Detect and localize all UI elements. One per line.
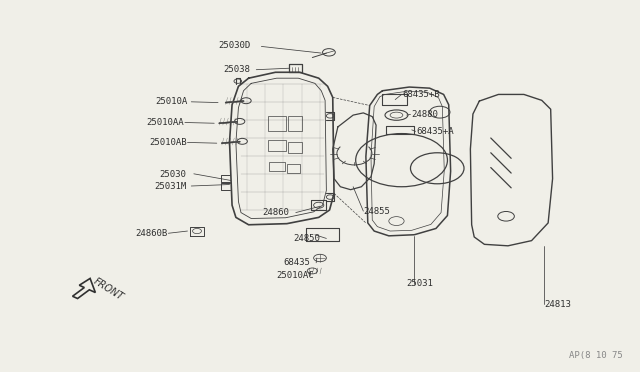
Bar [288, 142, 302, 153]
Text: 25010AB: 25010AB [149, 138, 187, 147]
Text: AP(8 10 75: AP(8 10 75 [569, 351, 623, 360]
Text: 68435+A: 68435+A [417, 127, 454, 136]
Text: 24860B: 24860B [135, 229, 168, 238]
Bar [268, 116, 285, 131]
Polygon shape [72, 278, 95, 299]
Text: 25038: 25038 [223, 65, 250, 74]
Bar [288, 116, 302, 131]
Text: 25010A: 25010A [156, 97, 188, 106]
Text: 68435: 68435 [283, 258, 310, 267]
Bar [268, 140, 285, 151]
Text: 25030: 25030 [159, 170, 186, 179]
Text: 24855: 24855 [364, 206, 390, 216]
Text: 25031: 25031 [406, 279, 433, 288]
Text: 25010AC: 25010AC [276, 271, 314, 280]
Text: 24850: 24850 [293, 234, 320, 243]
Text: 24813: 24813 [544, 300, 571, 309]
Text: 24880: 24880 [412, 110, 438, 119]
Bar [287, 164, 300, 173]
Text: 25030D: 25030D [218, 41, 250, 50]
Text: 24860: 24860 [262, 208, 289, 217]
Text: 25010AA: 25010AA [147, 118, 184, 127]
Bar [269, 162, 285, 171]
Text: 25031M: 25031M [154, 182, 187, 191]
Text: 68435+B: 68435+B [403, 90, 440, 99]
Text: FRONT: FRONT [92, 276, 125, 302]
